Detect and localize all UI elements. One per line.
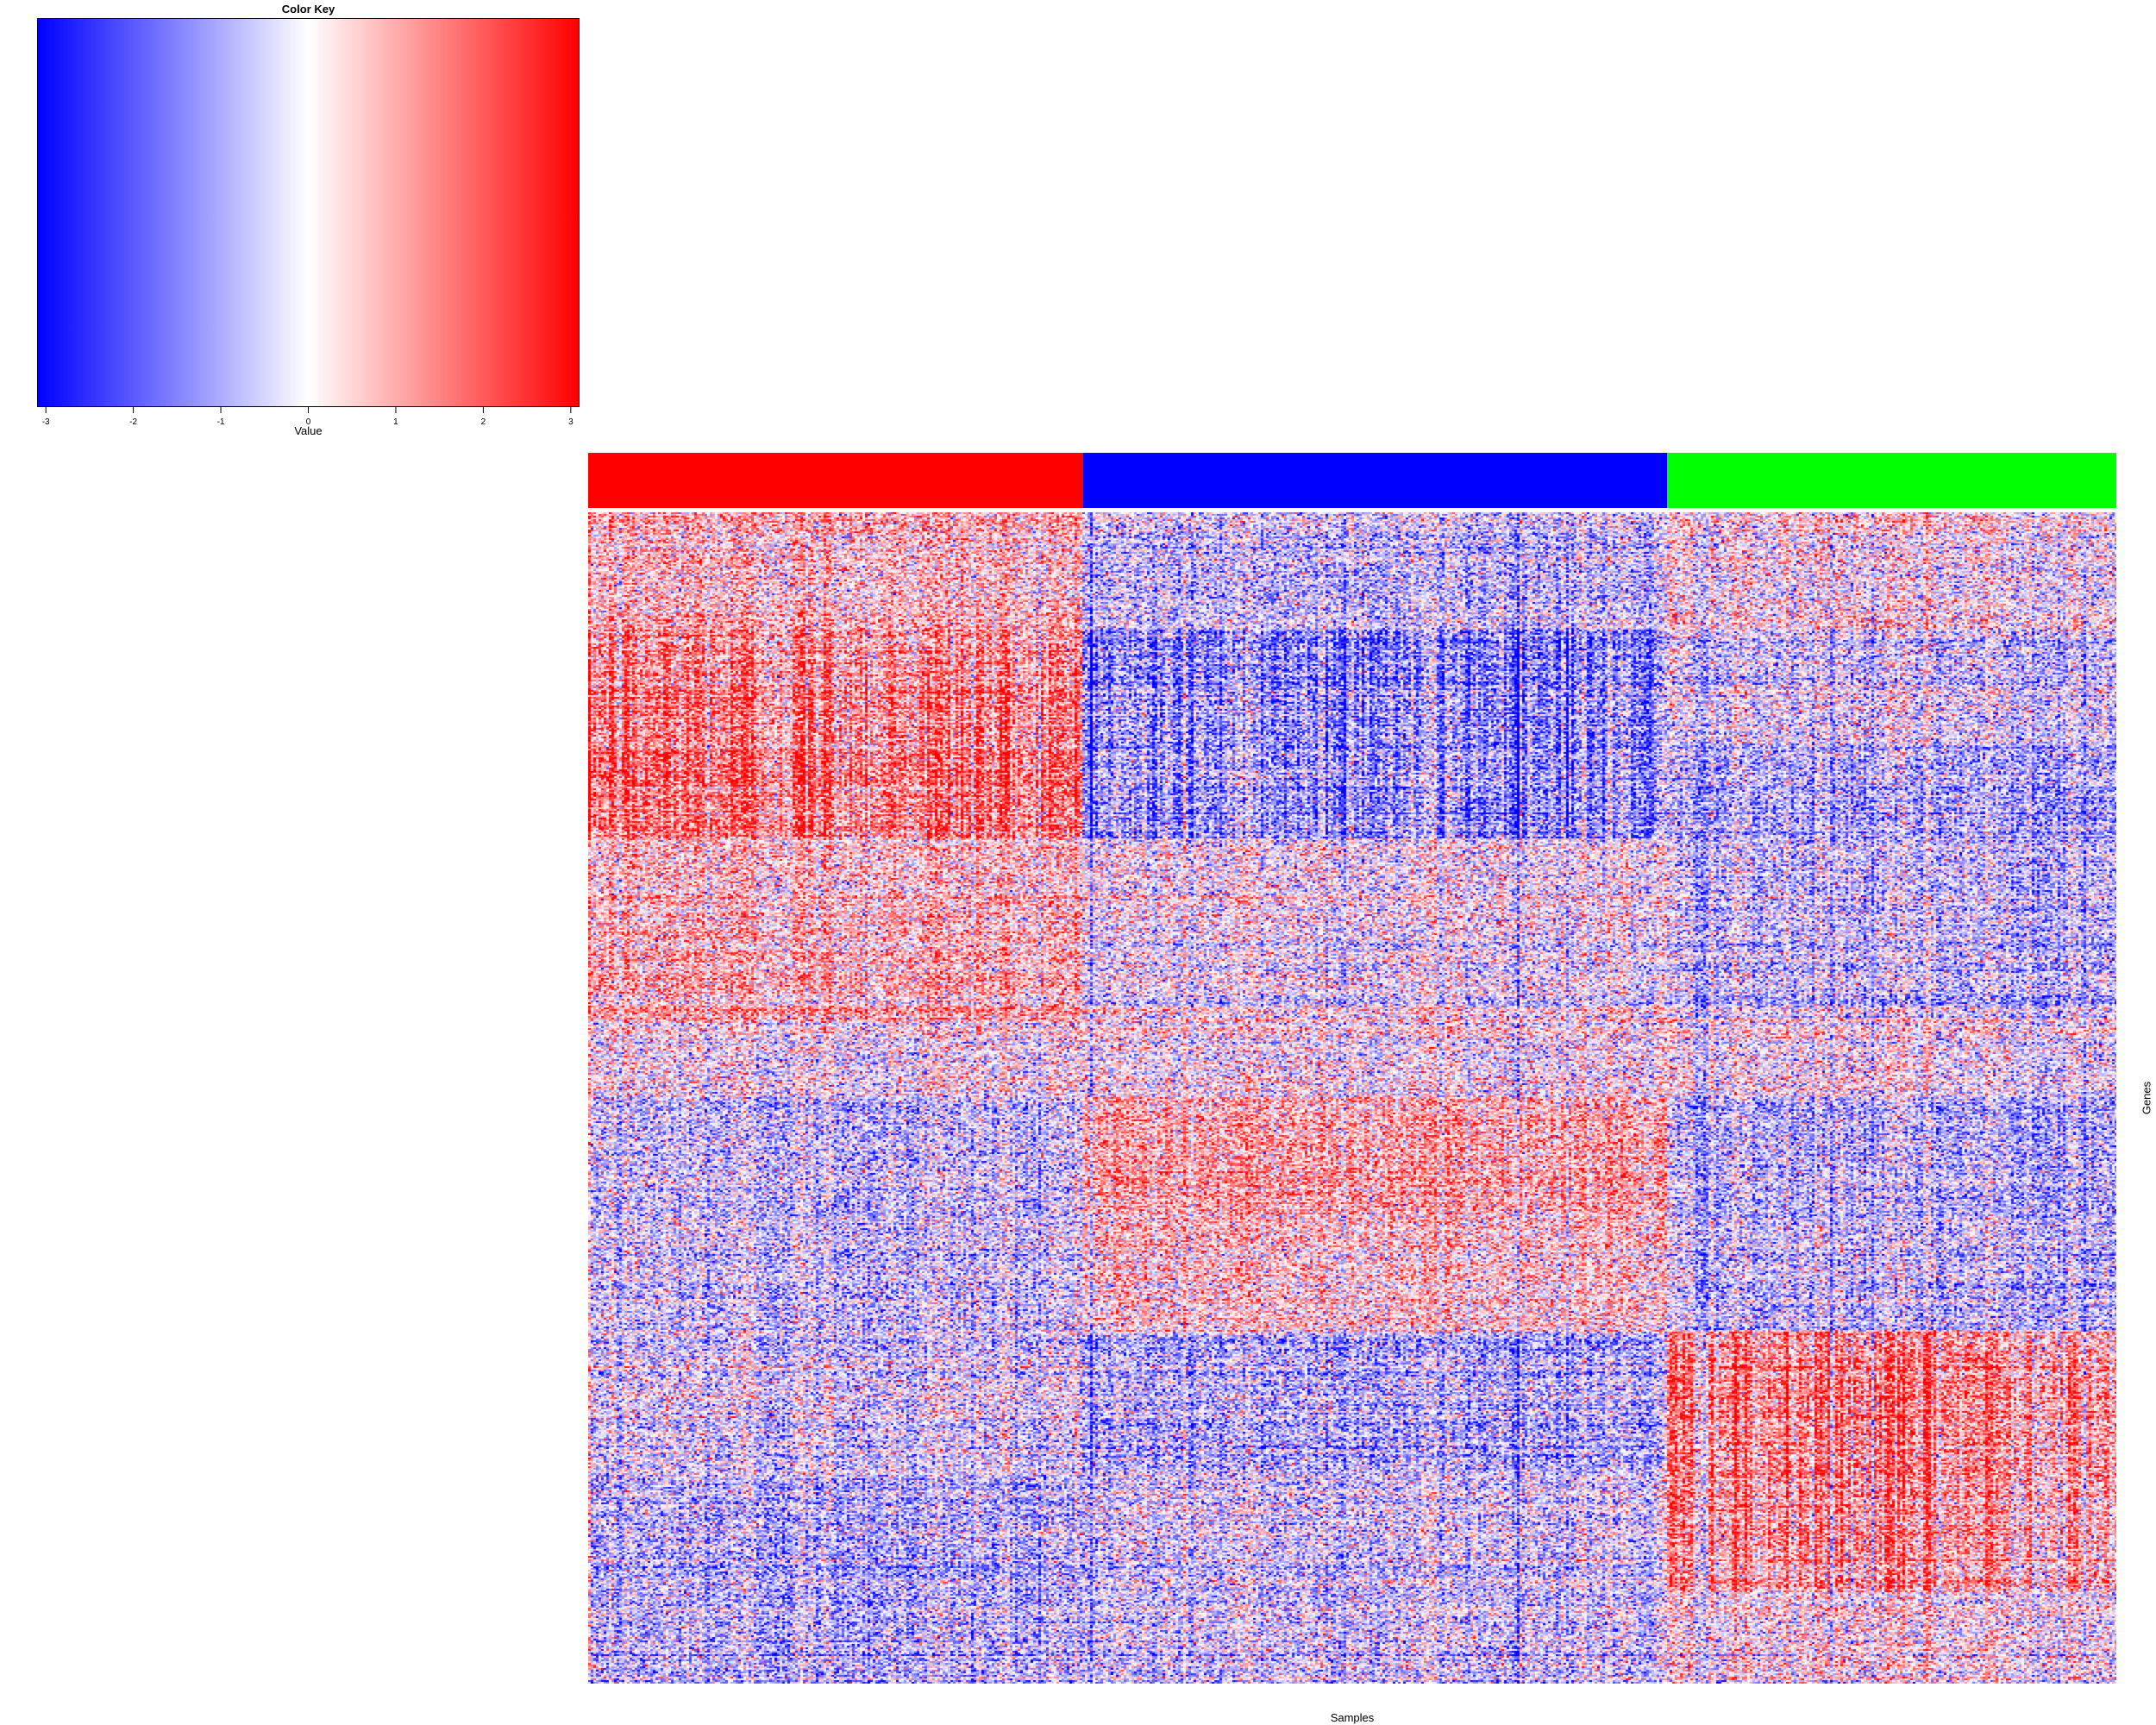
expression-heatmap xyxy=(588,512,2116,1684)
color-key-gradient xyxy=(37,18,580,407)
color-key-tick-label: 0 xyxy=(305,417,311,427)
column-group-segment xyxy=(588,453,1084,508)
color-key-tick-label: -3 xyxy=(41,417,50,427)
color-key-title: Color Key xyxy=(281,3,335,16)
column-group-segment xyxy=(1083,453,1668,508)
color-key-xlabel: Value xyxy=(294,424,323,437)
color-key-tick-label: -2 xyxy=(129,417,138,427)
y-axis-label: Genes xyxy=(2140,1081,2153,1115)
color-key-tick-label: 2 xyxy=(480,417,486,427)
color-key-tick-label: -1 xyxy=(216,417,225,427)
column-group-segment xyxy=(1667,453,2116,508)
color-key-tick-label: 3 xyxy=(568,417,573,427)
color-key-tick-label: 1 xyxy=(393,417,398,427)
column-group-colorbar xyxy=(588,453,2116,508)
x-axis-label: Samples xyxy=(1330,1711,1375,1724)
